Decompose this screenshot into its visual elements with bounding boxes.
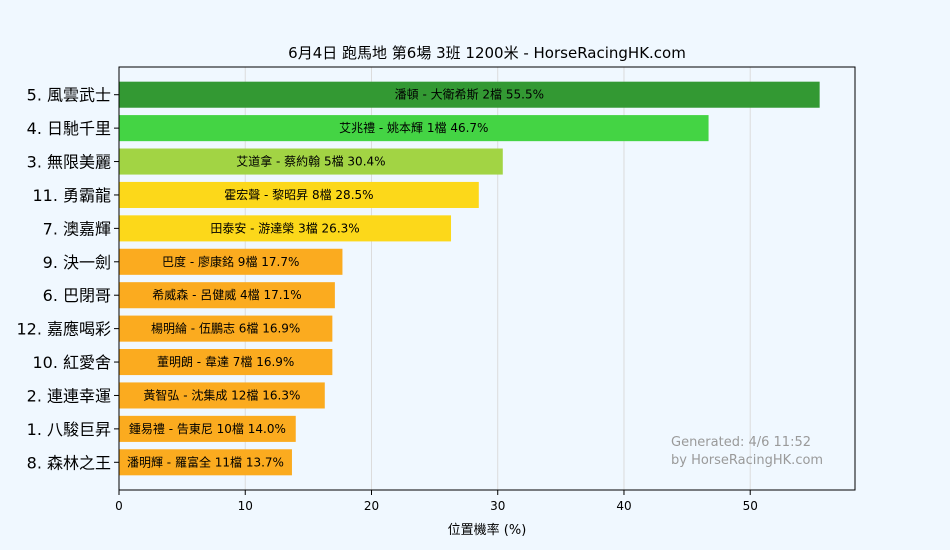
bar-label: 董明朗 - 韋達 7檔 16.9%	[157, 355, 294, 369]
category-label: 12. 嘉應喝彩	[16, 320, 111, 339]
bar-label: 田泰安 - 游達榮 3檔 26.3%	[210, 220, 359, 235]
category-label: 5. 風雲武士	[27, 86, 111, 105]
category-label: 1. 八駿巨昇	[27, 420, 111, 439]
category-label: 10. 紅愛舍	[32, 353, 111, 372]
bar	[119, 282, 335, 309]
category-label: 11. 勇霸龍	[32, 186, 111, 205]
category-label: 7. 澳嘉輝	[43, 219, 111, 238]
category-label: 6. 巴閉哥	[43, 286, 111, 305]
plot-frame	[118, 66, 856, 491]
bar	[119, 181, 479, 208]
bar	[119, 81, 820, 108]
x-tick-label: 20	[364, 499, 379, 513]
bar-label: 艾道拿 - 蔡約翰 5檔 30.4%	[236, 154, 385, 169]
bar	[119, 349, 333, 376]
bar	[119, 449, 292, 476]
bar-label: 霍宏聲 - 黎昭昇 8檔 28.5%	[224, 187, 373, 202]
bar	[119, 315, 333, 342]
bar-label: 潘明輝 - 羅富全 11檔 13.7%	[127, 454, 284, 469]
bar-label: 鍾易禮 - 告東尼 10檔 14.0%	[129, 422, 286, 436]
x-tick-label: 30	[490, 499, 505, 513]
bar	[119, 415, 296, 442]
category-label: 9. 決一劍	[43, 253, 111, 272]
category-label: 8. 森林之王	[27, 453, 111, 472]
category-label: 4. 日馳千里	[27, 119, 111, 138]
x-tick-label: 10	[238, 499, 253, 513]
generated-annotation: Generated: 4/6 11:52	[671, 435, 811, 450]
bar	[119, 115, 709, 142]
chart-title: 6月4日 跑馬地 第6場 3班 1200米 - HorseRacingHK.co…	[288, 44, 686, 62]
x-tick-label: 50	[743, 499, 758, 513]
bar	[119, 248, 343, 275]
bar-label: 巴度 - 廖康銘 9檔 17.7%	[162, 254, 299, 269]
x-tick-label: 40	[616, 499, 631, 513]
category-label: 2. 連連幸運	[27, 386, 111, 405]
bar	[119, 382, 325, 409]
source-annotation: by HorseRacingHK.com	[671, 453, 823, 468]
bar	[119, 148, 503, 175]
bar-label: 艾兆禮 - 姚本輝 1檔 46.7%	[339, 121, 488, 135]
bar-label: 楊明綸 - 伍鵬志 6檔 16.9%	[151, 321, 300, 336]
x-axis-label: 位置機率 (%)	[448, 522, 527, 538]
bar	[119, 215, 452, 242]
bar-label: 黃智弘 - 沈集成 12檔 16.3%	[143, 387, 300, 402]
x-tick-label: 0	[115, 499, 123, 513]
category-label: 3. 無限美麗	[27, 153, 111, 172]
bar-label: 潘頓 - 大衛希斯 2檔 55.5%	[395, 87, 544, 102]
bar-label: 希威森 - 呂健威 4檔 17.1%	[152, 287, 301, 302]
